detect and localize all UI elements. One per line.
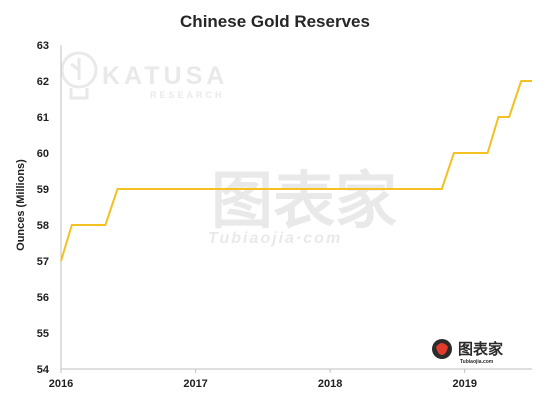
x-tick-label-2016: 2016 xyxy=(49,378,73,390)
series-layer xyxy=(60,80,532,262)
tubiaojia-watermark-en: Tubiaojia·com xyxy=(208,230,342,247)
tubiaojia-watermark-cn: 图表家 xyxy=(211,167,397,236)
y-tick-label-59: 59 xyxy=(37,184,49,196)
y-axis-label: Ounces (Millions) xyxy=(15,159,27,251)
x-tick-labels: 2016 2017 2018 2019 xyxy=(49,369,477,390)
lightbulb-logo-icon xyxy=(60,51,98,100)
y-tick-label-57: 57 xyxy=(37,256,49,268)
y-tick-label-63: 63 xyxy=(37,40,49,52)
katusa-watermark-name: KATUSA xyxy=(102,62,228,90)
y-tick-labels: 54 55 56 57 58 59 60 61 62 63 xyxy=(37,40,50,376)
y-tick-label-58: 58 xyxy=(37,220,49,232)
y-tick-label-60: 60 xyxy=(37,148,49,160)
x-tick-label-2018: 2018 xyxy=(318,378,342,390)
corner-logo-face-icon xyxy=(436,343,448,355)
y-tick-label-56: 56 xyxy=(37,292,49,304)
tubiaojia-watermark: 图表家 Tubiaojia·com xyxy=(208,167,397,247)
series-line-0 xyxy=(60,80,532,262)
y-tick-label-62: 62 xyxy=(37,76,49,88)
corner-logo: 图表家 Tubiaojia.com xyxy=(432,339,503,365)
chart-title: Chinese Gold Reserves xyxy=(180,12,370,31)
corner-logo-en: Tubiaojia.com xyxy=(460,359,494,365)
x-tick-label-2017: 2017 xyxy=(183,378,207,390)
y-tick-label-61: 61 xyxy=(37,112,49,124)
x-tick-label-2019: 2019 xyxy=(452,378,476,390)
y-tick-label-54: 54 xyxy=(37,364,50,376)
katusa-watermark: KATUSA RESEARCH xyxy=(60,51,228,100)
katusa-watermark-sub: RESEARCH xyxy=(150,90,225,100)
corner-logo-cn: 图表家 xyxy=(458,340,503,358)
y-tick-label-55: 55 xyxy=(37,328,49,340)
